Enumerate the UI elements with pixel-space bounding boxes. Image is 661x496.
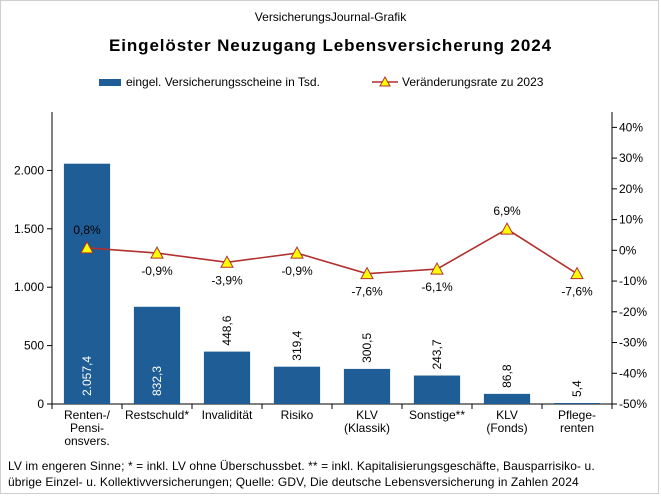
right-tick-label: 20% xyxy=(619,182,643,196)
category-label: Pflege- xyxy=(558,408,596,422)
bar-value-label: 243,7 xyxy=(430,339,444,369)
bar-value-label: 832,3 xyxy=(150,366,164,396)
rate-marker xyxy=(430,262,444,275)
bar xyxy=(343,368,391,404)
right-tick-label: -30% xyxy=(619,336,647,350)
right-tick-label: -20% xyxy=(619,305,647,319)
rate-marker xyxy=(80,240,94,254)
right-tick-label: -50% xyxy=(619,397,647,411)
footnote-line-2: übrige Einzel- u. Kollektivversicherunge… xyxy=(8,475,579,489)
category-label: (Fonds) xyxy=(486,421,527,435)
right-tick-label: -10% xyxy=(619,274,647,288)
category-label: Invalidität xyxy=(202,408,253,422)
category-label: renten xyxy=(560,421,594,435)
category-label: onsvers. xyxy=(64,434,109,448)
category-label: KLV xyxy=(356,408,378,422)
legend-bar-label: eingel. Versicherungsscheine in Tsd. xyxy=(126,75,320,89)
legend-bar-swatch xyxy=(99,78,121,86)
rate-value-label: -0,9% xyxy=(281,264,313,278)
rate-marker xyxy=(290,246,304,259)
bar xyxy=(413,375,461,404)
chart-title: Eingelöster Neuzugang Lebensversicherung… xyxy=(109,36,552,55)
rate-marker xyxy=(220,255,234,268)
rate-value-label: -6,1% xyxy=(421,280,453,294)
right-tick-label: -40% xyxy=(619,366,647,380)
footnote: LV im engeren Sinne; * = inkl. LV ohne Ü… xyxy=(8,458,595,490)
left-tick-label: 2.000 xyxy=(14,163,44,177)
bar-value-label: 300,5 xyxy=(360,333,374,363)
left-tick-label: 500 xyxy=(24,339,44,353)
rate-value-label: -3,9% xyxy=(211,273,243,287)
bar-value-label: 5,4 xyxy=(570,380,584,397)
category-label: (Klassik) xyxy=(344,421,390,435)
bar xyxy=(63,163,111,404)
bar xyxy=(273,366,321,404)
category-label: KLV xyxy=(496,408,518,422)
legend-line-label: Veränderungsrate zu 2023 xyxy=(402,75,544,89)
rate-value-label: 6,9% xyxy=(493,204,521,218)
footnote-line-1: LV im engeren Sinne; * = inkl. LV ohne Ü… xyxy=(8,459,595,473)
rate-marker xyxy=(150,246,164,259)
right-tick-label: 0% xyxy=(619,243,637,257)
category-label: Renten-/ xyxy=(64,408,111,422)
bar xyxy=(483,393,531,404)
left-tick-label: 1.000 xyxy=(14,280,44,294)
legend-line-swatch xyxy=(372,75,398,87)
rate-line xyxy=(86,228,578,275)
right-tick-label: 40% xyxy=(619,120,643,134)
legend: eingel. Versicherungsscheine in Tsd. Ver… xyxy=(0,75,661,91)
bar-value-label: 2.057,4 xyxy=(80,356,94,396)
rate-value-label: -0,9% xyxy=(141,264,173,278)
rate-value-label: -7,6% xyxy=(351,285,383,299)
bar-value-label: 86,8 xyxy=(500,364,514,388)
left-tick-label: 1.500 xyxy=(14,222,44,236)
category-label: Restschuld* xyxy=(125,408,189,422)
category-label: Risiko xyxy=(281,408,314,422)
bar xyxy=(553,403,601,404)
left-tick-label: 0 xyxy=(37,397,44,411)
category-label: Pensi- xyxy=(70,421,104,435)
legend-item-line: Veränderungsrate zu 2023 xyxy=(372,75,543,89)
bar-value-label: 319,4 xyxy=(290,330,304,360)
source-line: VersicherungsJournal-Grafik xyxy=(254,10,407,24)
legend-item-bars: eingel. Versicherungsscheine in Tsd. xyxy=(99,75,320,89)
rate-value-label: -7,6% xyxy=(561,285,593,299)
right-tick-label: 10% xyxy=(619,213,643,227)
bar xyxy=(203,351,251,404)
rate-marker xyxy=(360,266,374,280)
category-label: Sonstige** xyxy=(409,408,465,422)
bar xyxy=(133,306,181,404)
rate-marker xyxy=(500,222,514,235)
right-tick-label: 30% xyxy=(619,151,643,165)
bar-value-label: 448,6 xyxy=(220,315,234,345)
rate-marker xyxy=(570,266,584,280)
rate-value-label: 0,8% xyxy=(73,223,101,237)
